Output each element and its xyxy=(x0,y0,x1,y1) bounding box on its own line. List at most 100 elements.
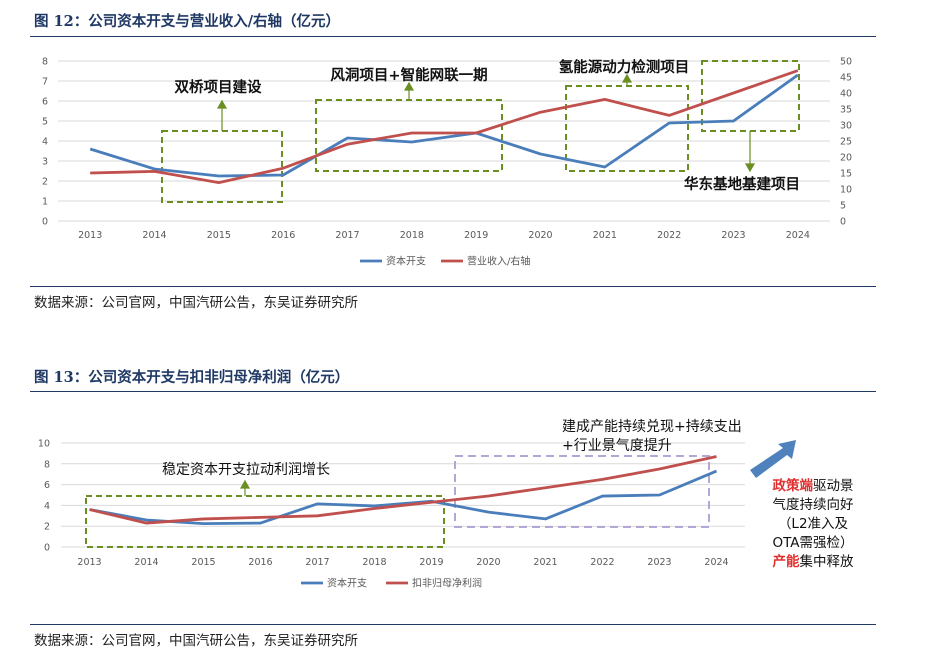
annotation-capacity-line2: +行业景气度提升 xyxy=(562,438,672,454)
x-tick-label: 2021 xyxy=(593,230,617,241)
x-tick-label: 2013 xyxy=(77,557,101,568)
y-right-tick-label: 40 xyxy=(840,89,852,100)
series-line-1 xyxy=(89,455,717,525)
annotation-box-shuangqiao xyxy=(161,130,283,203)
annotation-box-wind-tunnel xyxy=(315,99,503,172)
y-left-tick-label: 7 xyxy=(42,77,48,88)
chart-13-ticks: 0 2 4 6 8 10 2013 2014 2015 2016 2017 2018 2019 2020 2… xyxy=(38,439,729,569)
chart-12-legend: 资本开支 营业收入/右轴 xyxy=(360,255,530,268)
annotation-capacity-line1: 建成产能持续兑现+持续支出 xyxy=(562,418,742,435)
chart-12-series xyxy=(89,69,799,185)
figure-13-title: 图 13：公司资本开支与扣非归母净利润（亿元） xyxy=(34,369,350,386)
y-right-tick-label: 20 xyxy=(840,153,852,164)
x-tick-label: 2013 xyxy=(78,230,102,241)
annotation-wind-tunnel: 风洞项目+智能网联一期 xyxy=(330,66,487,84)
y-tick-label: 2 xyxy=(44,522,50,533)
side-note-line4: OTA需强检） xyxy=(772,535,853,551)
y-tick-label: 4 xyxy=(44,501,50,512)
x-tick-label: 2021 xyxy=(533,557,557,568)
x-tick-label: 2019 xyxy=(464,230,488,241)
x-tick-label: 2023 xyxy=(721,230,745,241)
annotation-shuangqiao: 双桥项目建设 xyxy=(175,78,262,96)
side-note-line3: （L2准入及 xyxy=(778,516,849,532)
x-tick-label: 2017 xyxy=(305,557,329,568)
x-tick-label: 2020 xyxy=(476,557,500,568)
y-left-tick-label: 4 xyxy=(42,137,48,148)
series-line-1 xyxy=(90,69,799,185)
x-tick-label: 2016 xyxy=(271,230,295,241)
y-tick-label: 8 xyxy=(44,459,50,470)
x-tick-label: 2016 xyxy=(248,557,272,568)
annotation-box-stable-capex xyxy=(85,495,445,548)
legend-label: 资本开支 xyxy=(327,577,367,590)
y-right-tick-label: 25 xyxy=(840,137,852,148)
y-tick-label: 6 xyxy=(44,480,50,491)
x-tick-label: 2014 xyxy=(134,557,158,568)
annotation-arrow-13 xyxy=(239,479,251,496)
chart-13-legend: 资本开支 扣非归母净利润 xyxy=(301,577,482,590)
chart-13: 0 2 4 6 8 10 2013 2014 2015 2016 2017 2018 2019 2020 2… xyxy=(38,418,854,590)
x-tick-label: 2014 xyxy=(142,230,166,241)
y-left-tick-label: 0 xyxy=(42,217,48,228)
svg-text:产能集中释放: 产能集中释放 xyxy=(773,553,854,570)
x-tick-label: 2022 xyxy=(590,557,614,568)
figure-13-top-rule xyxy=(30,391,876,392)
x-tick-label: 2023 xyxy=(647,557,671,568)
y-right-tick-label: 0 xyxy=(840,217,846,228)
annotation-box-capacity xyxy=(454,455,710,528)
side-note-capacity: 产能 xyxy=(773,553,801,570)
x-tick-label: 2020 xyxy=(528,230,552,241)
side-note-line2: 气度持续向好 xyxy=(773,497,854,513)
annotation-arrows-12 xyxy=(216,73,756,173)
y-right-tick-label: 30 xyxy=(840,121,852,132)
y-left-tick-label: 5 xyxy=(42,117,48,128)
y-right-tick-label: 50 xyxy=(840,57,852,68)
annotation-east-china: 华东基地基建项目 xyxy=(684,175,800,193)
figure-13-bottom-rule xyxy=(30,624,876,625)
legend-label: 营业收入/右轴 xyxy=(467,255,530,268)
y-right-tick-label: 10 xyxy=(840,185,852,196)
figure-12-source: 数据来源：公司官网，中国汽研公告，东吴证券研究所 xyxy=(34,295,358,311)
legend-label: 资本开支 xyxy=(386,255,426,268)
x-tick-label: 2022 xyxy=(657,230,681,241)
y-left-tick-label: 3 xyxy=(42,157,48,168)
side-note: 政策端驱动景 气度持续向好 （L2准入及 OTA需强检） 产能集中释放 xyxy=(772,477,854,570)
x-tick-label: 2024 xyxy=(704,557,728,568)
svg-text:政策端驱动景: 政策端驱动景 xyxy=(773,477,854,494)
y-right-tick-label: 35 xyxy=(840,105,852,116)
figure-12-title: 图 12：公司资本开支与营业收入/右轴（亿元） xyxy=(34,13,341,30)
x-tick-label: 2024 xyxy=(786,230,810,241)
legend-label: 扣非归母净利润 xyxy=(412,577,482,590)
y-left-tick-label: 2 xyxy=(42,177,48,188)
x-tick-label: 2018 xyxy=(362,557,386,568)
y-right-tick-label: 15 xyxy=(840,169,852,180)
annotation-box-hydrogen xyxy=(565,85,689,172)
y-right-tick-label: 5 xyxy=(840,201,846,212)
y-tick-label: 0 xyxy=(44,543,50,554)
x-tick-label: 2017 xyxy=(335,230,359,241)
y-tick-label: 10 xyxy=(38,439,50,450)
x-tick-label: 2015 xyxy=(191,557,215,568)
figure-13-source: 数据来源：公司官网，中国汽研公告，东吴证券研究所 xyxy=(34,633,358,649)
annotation-hydrogen: 氢能源动力检测项目 xyxy=(559,58,690,76)
y-left-tick-label: 8 xyxy=(42,57,48,68)
side-note-policy: 政策端 xyxy=(773,477,814,494)
side-note-line1-rest: 驱动景 xyxy=(813,478,854,494)
figure-12-bottom-rule xyxy=(30,286,876,287)
x-tick-label: 2015 xyxy=(207,230,231,241)
y-left-tick-label: 6 xyxy=(42,97,48,108)
y-right-tick-label: 45 xyxy=(840,73,852,84)
chart-13-series xyxy=(89,455,718,525)
annotation-stable-capex: 稳定资本开支拉动利润增长 xyxy=(162,462,330,478)
figure-12-top-rule xyxy=(30,36,876,37)
x-tick-label: 2019 xyxy=(419,557,443,568)
side-note-line5-rest: 集中释放 xyxy=(800,554,854,570)
series-line-0 xyxy=(89,469,718,525)
y-left-tick-label: 1 xyxy=(42,197,48,208)
series-line-0 xyxy=(89,73,799,178)
trend-arrow-icon xyxy=(750,440,796,478)
x-tick-label: 2018 xyxy=(400,230,424,241)
